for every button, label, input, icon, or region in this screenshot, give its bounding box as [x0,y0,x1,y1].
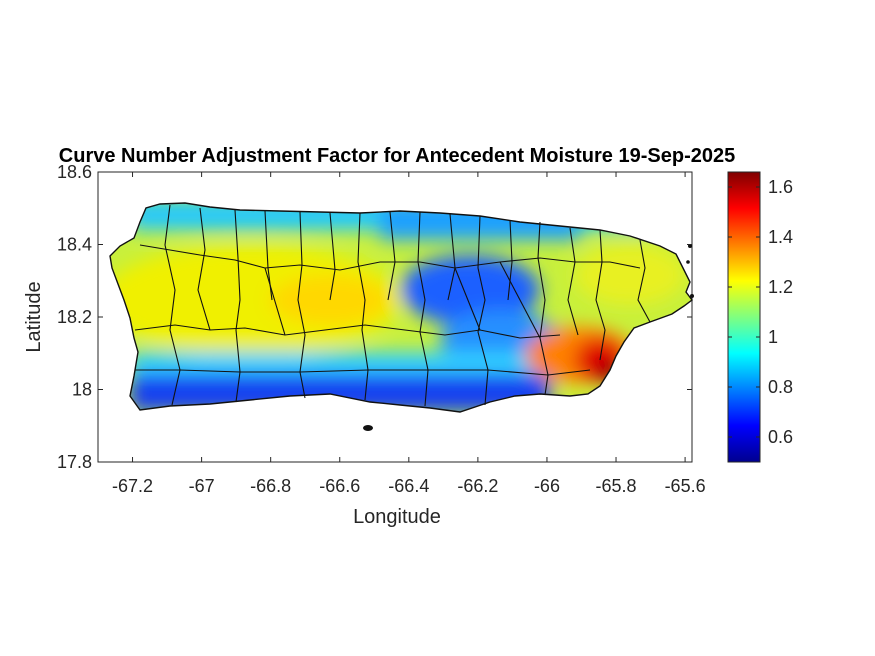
y-tick-label: 18.6 [57,162,92,182]
y-tick-label: 18.2 [57,307,92,327]
y-axis-label: Latitude [23,281,45,352]
colorbar-tick-label: 1.2 [768,277,793,297]
x-tick-label: -65.6 [665,476,706,496]
x-tick-label: -66.8 [250,476,291,496]
colorbar-tick-label: 1.4 [768,227,793,247]
x-tick-label: -66.6 [319,476,360,496]
municipal-boundaries [134,204,651,407]
x-axis: -67.2 -67 -66.8 -66.6 -66.4 -66.2 -66 -65.8 -65.… [112,172,706,496]
y-tick-label: 18.4 [57,235,92,255]
y-tick-label: 17.8 [57,452,92,472]
colorbar-tick-label: 1 [768,327,778,347]
x-tick-label: -66.2 [457,476,498,496]
x-tick-label: -67 [189,476,215,496]
x-tick-label: -66.4 [388,476,429,496]
colorbar-ticks: 0.6 0.8 1 1.2 1.4 1.6 [728,177,793,447]
chart-title: Curve Number Adjustment Factor for Antec… [59,145,735,167]
colorbar-tick-label: 0.6 [768,427,793,447]
x-tick-label: -67.2 [112,476,153,496]
y-tick-label: 18 [72,380,92,400]
x-axis-label: Longitude [353,506,441,528]
colorbar [727,171,761,463]
y-axis: 17.8 18 18.2 18.4 18.6 [57,162,692,472]
colorbar-tick-label: 1.6 [768,177,793,197]
x-tick-label: -65.8 [596,476,637,496]
colorbar-tick-label: 0.8 [768,377,793,397]
x-tick-label: -66 [534,476,560,496]
